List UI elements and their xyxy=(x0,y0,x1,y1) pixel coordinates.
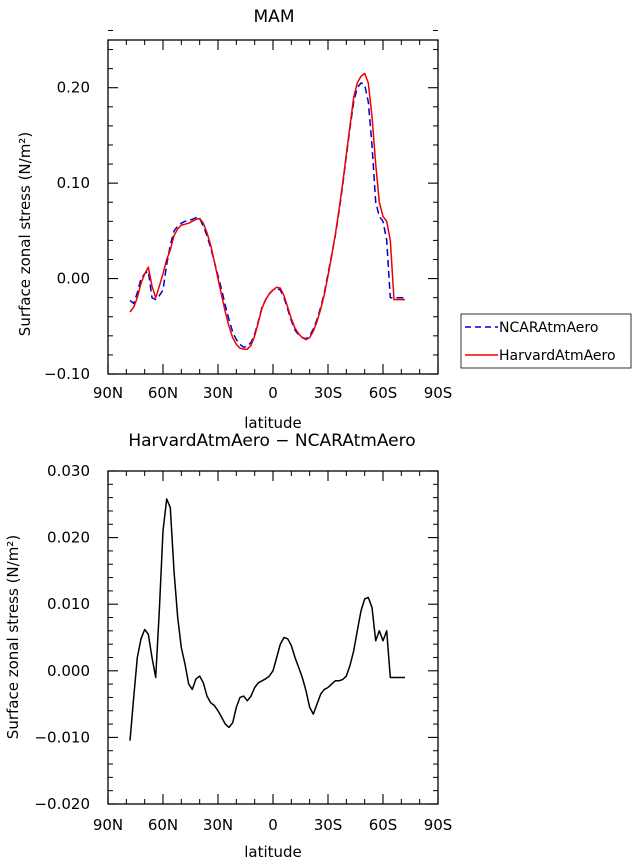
y-tick-label: 0.030 xyxy=(47,462,90,480)
x-tick-label: 30N xyxy=(203,816,233,834)
top-x-axis-label: latitude xyxy=(244,414,302,432)
y-tick-label: 0.20 xyxy=(57,79,90,97)
x-tick-label: 90S xyxy=(424,816,453,834)
x-tick-label: 30N xyxy=(203,384,233,402)
x-tick-label: 90N xyxy=(93,816,123,834)
bottom-axis-ticks: 90N 60N 30N 0 30S 60S 90S −0.020 −0.010 0.000 0.01… xyxy=(34,462,452,834)
bottom-y-axis-label: Surface zonal stress (N/m²) xyxy=(4,535,22,739)
x-tick-label: 90S xyxy=(424,384,453,402)
x-tick-label: 60N xyxy=(148,816,178,834)
x-tick-label: 60N xyxy=(148,384,178,402)
top-series-lines xyxy=(129,72,405,350)
y-tick-label: 0.010 xyxy=(47,595,90,613)
x-tick-label: 30S xyxy=(314,816,343,834)
y-tick-label: 0.000 xyxy=(47,662,90,680)
bottom-panel: HarvardAtmAero − NCARAtmAero 90N 60N 30N 0 3… xyxy=(4,431,452,861)
legend-ncar-label: NCARAtmAero xyxy=(499,320,598,336)
x-tick-label: 60S xyxy=(369,816,398,834)
top-axis-ticks: 90N 60N 30N 0 30S 60S 90S −0.10 0.00 0.10 0.20 xyxy=(44,29,453,402)
y-tick-label: −0.010 xyxy=(34,728,90,746)
top-plot-frame xyxy=(107,39,439,375)
y-tick-label: −0.10 xyxy=(44,365,90,383)
difference-series-line xyxy=(129,498,405,741)
ncaratmaero-series-line xyxy=(129,82,405,349)
top-y-axis-label: Surface zonal stress (N/m²) xyxy=(16,132,34,336)
harvardatmaero-series-line xyxy=(129,72,405,350)
x-tick-label: 30S xyxy=(314,384,343,402)
bottom-x-axis-label: latitude xyxy=(244,843,302,861)
x-tick-label: 60S xyxy=(369,384,398,402)
top-panel: MAM 90N 60N 30N 0 30S 60S 90S −0.10 0.00 0.10 0.20… xyxy=(16,7,452,432)
y-tick-label: 0.00 xyxy=(57,270,90,288)
y-tick-label: 0.10 xyxy=(57,174,90,192)
y-tick-label: −0.020 xyxy=(34,795,90,813)
y-tick-label: 0.020 xyxy=(47,529,90,547)
bottom-chart-title: HarvardAtmAero − NCARAtmAero xyxy=(128,431,415,451)
legend-box xyxy=(460,313,632,369)
x-tick-label: 90N xyxy=(93,384,123,402)
top-chart-title: MAM xyxy=(254,7,295,27)
x-tick-label: 0 xyxy=(268,816,278,834)
bottom-series-lines xyxy=(129,498,405,741)
legend-harvard-label: HarvardAtmAero xyxy=(499,348,616,364)
x-tick-label: 0 xyxy=(268,384,278,402)
legend: NCARAtmAero HarvardAtmAero xyxy=(460,313,632,369)
